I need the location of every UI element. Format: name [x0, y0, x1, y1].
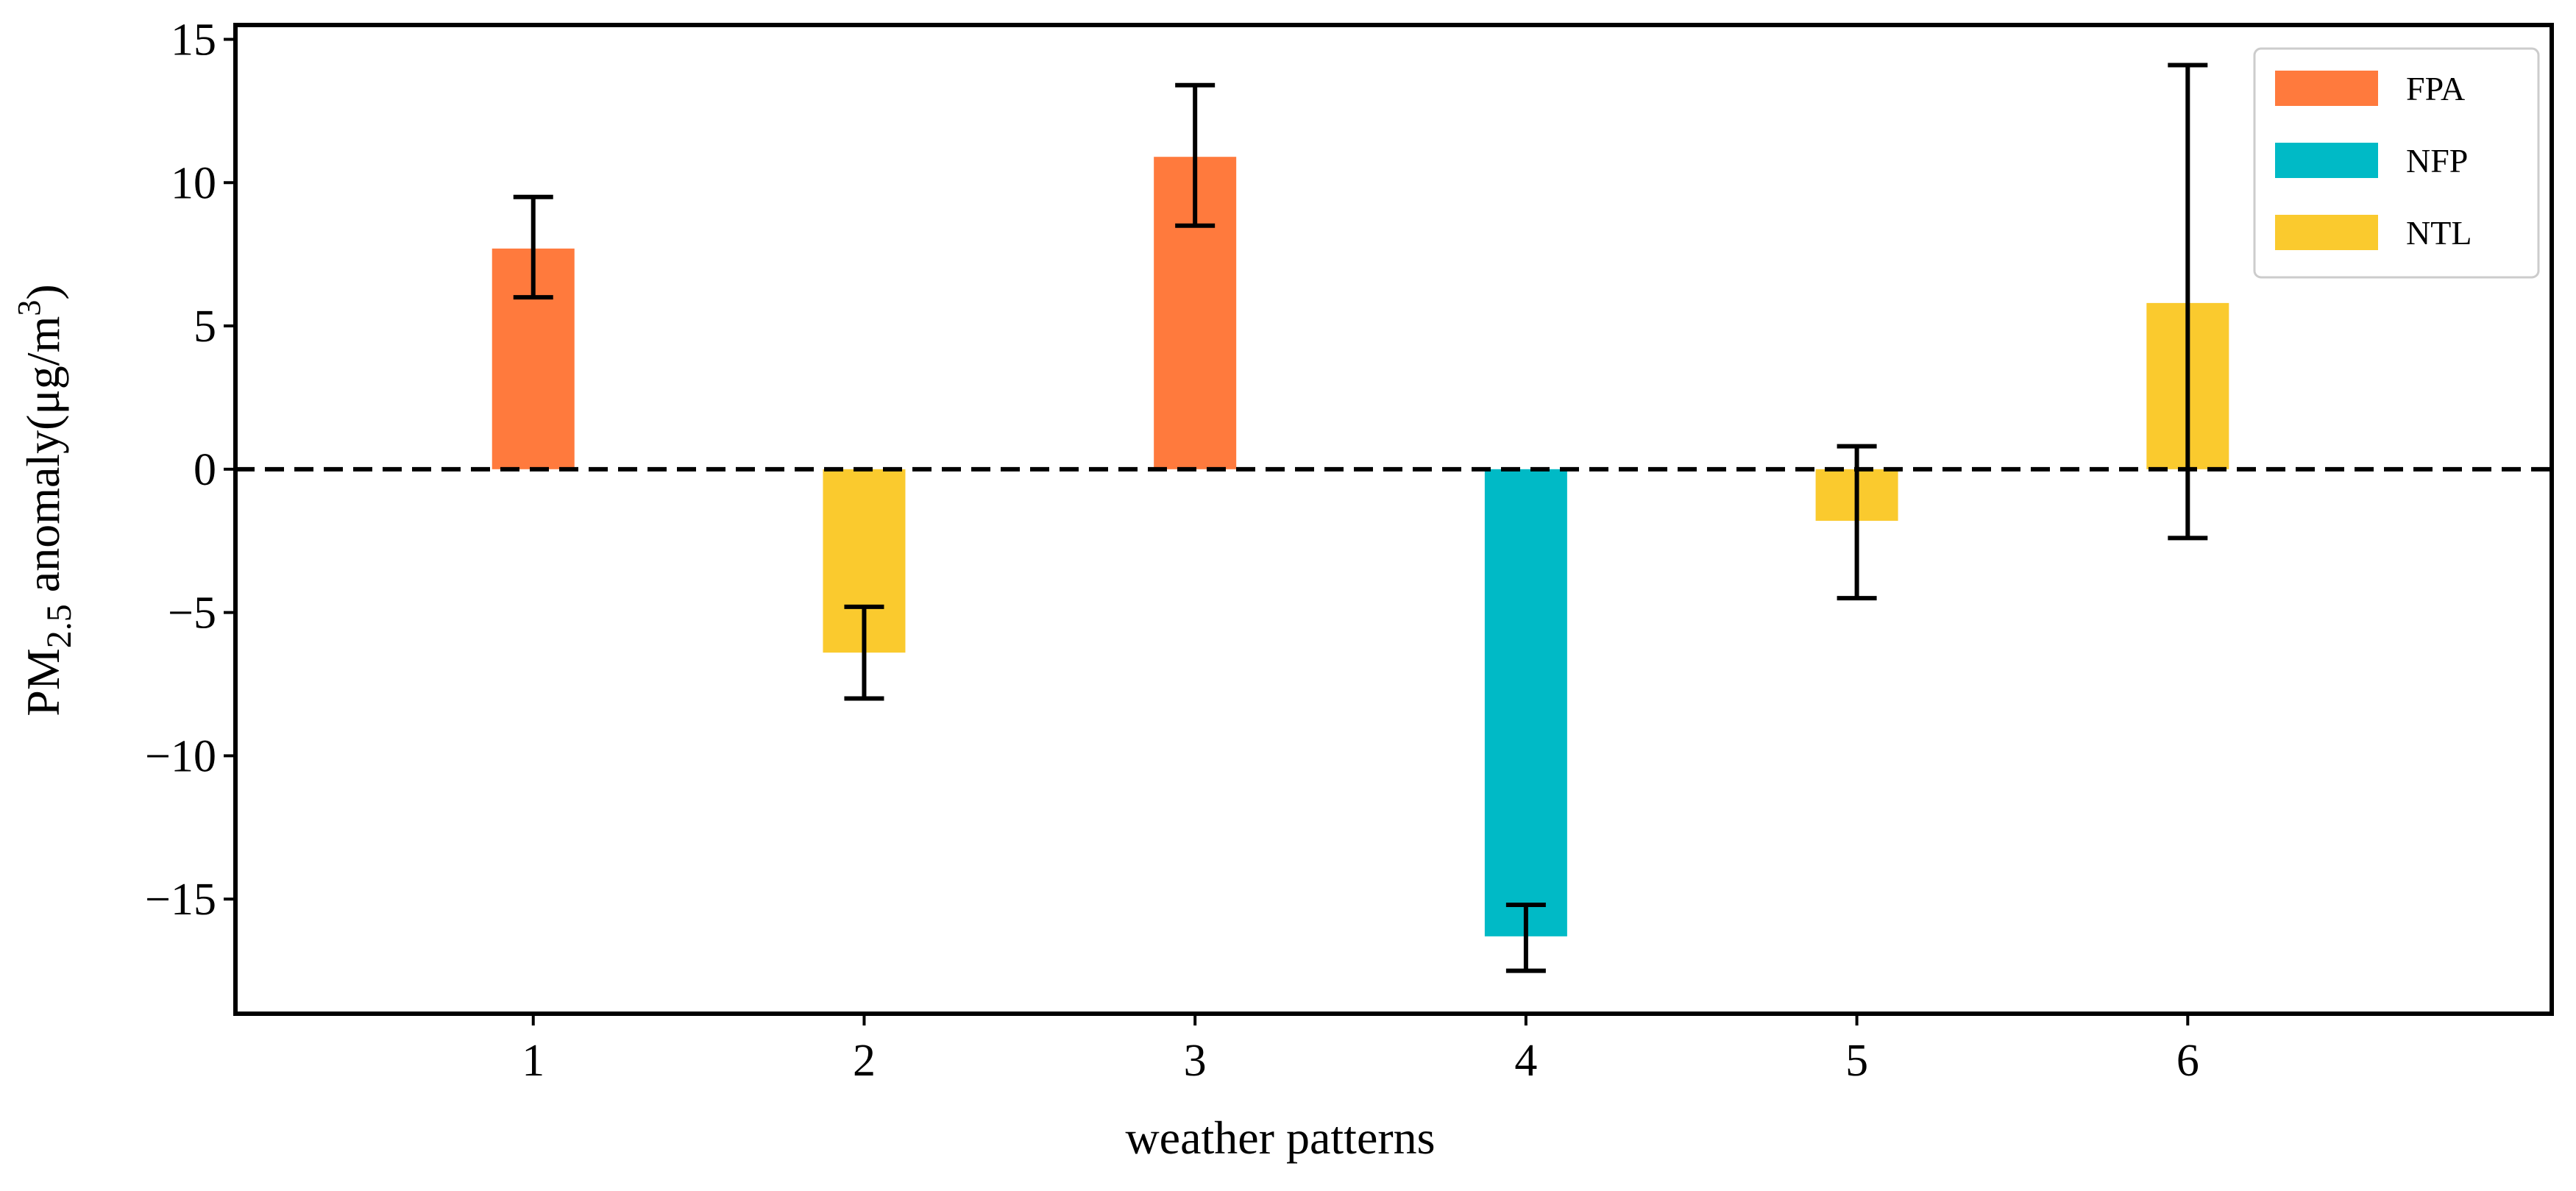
- error-bar-6: [2168, 63, 2208, 541]
- error-bar-3: [1175, 82, 1216, 228]
- y-tick-label-5: 5: [194, 302, 216, 352]
- legend-swatch-nfp: [2275, 143, 2378, 178]
- bar-4: [1484, 469, 1567, 936]
- y-tick-label-0: 0: [194, 445, 216, 495]
- error-bar-4: [1505, 902, 1546, 973]
- error-bar-1: [513, 194, 553, 300]
- y-axis-title: PM2.5 anomaly(μg/m3): [11, 284, 79, 716]
- y-tick-label-10: 10: [171, 158, 216, 208]
- legend-entry-fpa: FPA: [2275, 70, 2465, 107]
- x-tick-label-4: 4: [1514, 1036, 1537, 1086]
- legend-entry-ntl: NTL: [2275, 214, 2472, 252]
- x-axis-title: weather patterns: [1125, 1112, 1435, 1164]
- axes-layer: 15 10 5 0 −5 −10 −15 1 2 3 4 5 6: [145, 15, 2554, 1086]
- legend: FPA NFP NTL: [2253, 47, 2540, 279]
- y-tick-label--15: −15: [145, 875, 216, 925]
- y-axis-title-superscript: 3: [11, 300, 47, 316]
- y-tick-label-15: 15: [171, 15, 216, 65]
- x-tick-label-3: 3: [1184, 1036, 1207, 1086]
- x-tick-label-1: 1: [522, 1036, 544, 1086]
- legend-swatch-ntl: [2275, 215, 2378, 250]
- legend-label-ntl: NTL: [2406, 214, 2472, 252]
- legend-label-nfp: NFP: [2406, 142, 2468, 179]
- legend-entry-nfp: NFP: [2275, 142, 2468, 179]
- error-bars-layer: [513, 63, 2208, 973]
- error-bar-5: [1837, 444, 1877, 601]
- y-axis-title-prefix: PM: [17, 648, 69, 717]
- y-axis-title-suffix: ): [17, 284, 69, 299]
- legend-swatch-fpa: [2275, 71, 2378, 106]
- x-tick-label-5: 5: [1845, 1036, 1868, 1086]
- y-tick-label--5: −5: [168, 589, 216, 639]
- y-tick-label--10: −10: [145, 731, 216, 781]
- legend-label-fpa: FPA: [2406, 70, 2465, 107]
- error-bar-2: [844, 604, 884, 701]
- plot-frame: [233, 23, 2554, 1016]
- x-tick-label-2: 2: [853, 1036, 876, 1086]
- x-tick-label-6: 6: [2176, 1036, 2199, 1086]
- y-axis-title-middle: anomaly(μg/m: [17, 316, 69, 605]
- y-axis-title-subscript: 2.5: [40, 604, 79, 648]
